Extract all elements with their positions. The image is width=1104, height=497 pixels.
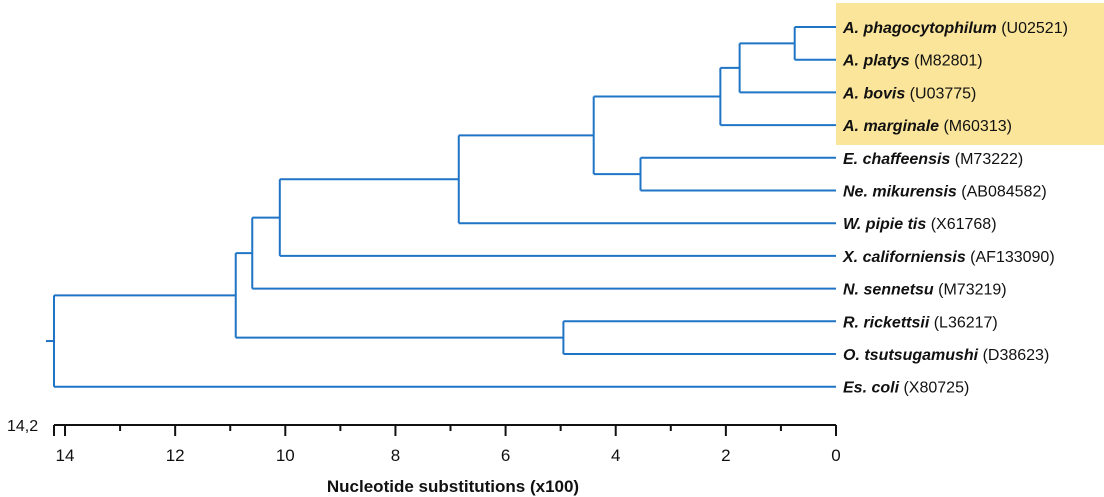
taxon-label: W. pipie tis (X61768): [843, 216, 997, 233]
root-value-label: 14,2: [7, 418, 38, 435]
taxon-label: A. platys (M82801): [842, 53, 983, 70]
taxon-label: A. marginale (M60313): [842, 118, 1012, 135]
axis-tick-label: 10: [276, 446, 295, 465]
taxon-name: A. marginale: [842, 118, 939, 135]
taxon-name: X. californiensis: [842, 249, 966, 266]
tree-branches: [46, 26, 836, 388]
taxon-name: N. sennetsu: [843, 282, 934, 299]
highlight-box: [836, 3, 1104, 145]
taxon-name: O. tsutsugamushi: [843, 347, 979, 364]
axis-tick-label: 14: [56, 446, 75, 465]
taxon-label: Ne. mikurensis (AB084582): [843, 184, 1047, 201]
taxon-label: E. chaffeensis (M73222): [843, 151, 1023, 168]
axis-tick-label: 4: [611, 446, 620, 465]
taxon-accession: (M82801): [910, 53, 983, 70]
axis-title: Nucleotide substitutions (x100): [327, 477, 579, 496]
taxon-accession: (X61768): [926, 216, 996, 233]
taxon-accession: (X80725): [899, 380, 969, 397]
axis-tick-label: 12: [166, 446, 185, 465]
taxon-name: A. bovis: [842, 85, 905, 102]
taxon-name: A. phagocytophilum: [842, 20, 997, 37]
taxon-accession: (AF133090): [966, 249, 1055, 266]
taxon-label: N. sennetsu (M73219): [843, 282, 1007, 299]
axis-ticks: 14 12 10 8 6 4 2 0: [53, 425, 841, 465]
axis-tick-label: 6: [501, 446, 510, 465]
taxon-label: R. rickettsii (L36217): [843, 314, 998, 331]
taxon-label: A. bovis (U03775): [842, 85, 976, 102]
taxon-accession: (M60313): [939, 118, 1012, 135]
taxon-name: A. platys: [842, 53, 910, 70]
axis-tick-label: 2: [721, 446, 730, 465]
taxon-name: Es. coli: [843, 380, 900, 397]
taxon-accession: (D38623): [978, 347, 1049, 364]
taxon-name: R. rickettsii: [843, 314, 930, 331]
taxon-accession: (U03775): [905, 85, 976, 102]
taxon-name: E. chaffeensis: [843, 151, 950, 168]
taxon-accession: (U02521): [997, 20, 1068, 37]
axis-tick-label: 0: [831, 446, 840, 465]
taxon-labels: A. phagocytophilum (U02521) A. platys (M8…: [842, 20, 1068, 397]
taxon-name: Ne. mikurensis: [843, 184, 957, 201]
taxon-name: W. pipie tis: [843, 216, 926, 233]
taxon-label: Es. coli (X80725): [843, 380, 969, 397]
taxon-accession: (L36217): [929, 314, 998, 331]
taxon-accession: (AB084582): [957, 184, 1047, 201]
taxon-label: X. californiensis (AF133090): [842, 249, 1055, 266]
taxon-accession: (M73222): [950, 151, 1023, 168]
scale-axis: 14 12 10 8 6 4 2 0 14,2 Nucleotide substitution…: [7, 418, 841, 496]
taxon-label: O. tsutsugamushi (D38623): [843, 347, 1049, 364]
taxon-label: A. phagocytophilum (U02521): [842, 20, 1068, 37]
axis-tick-label: 8: [391, 446, 400, 465]
taxon-accession: (M73219): [934, 282, 1007, 299]
